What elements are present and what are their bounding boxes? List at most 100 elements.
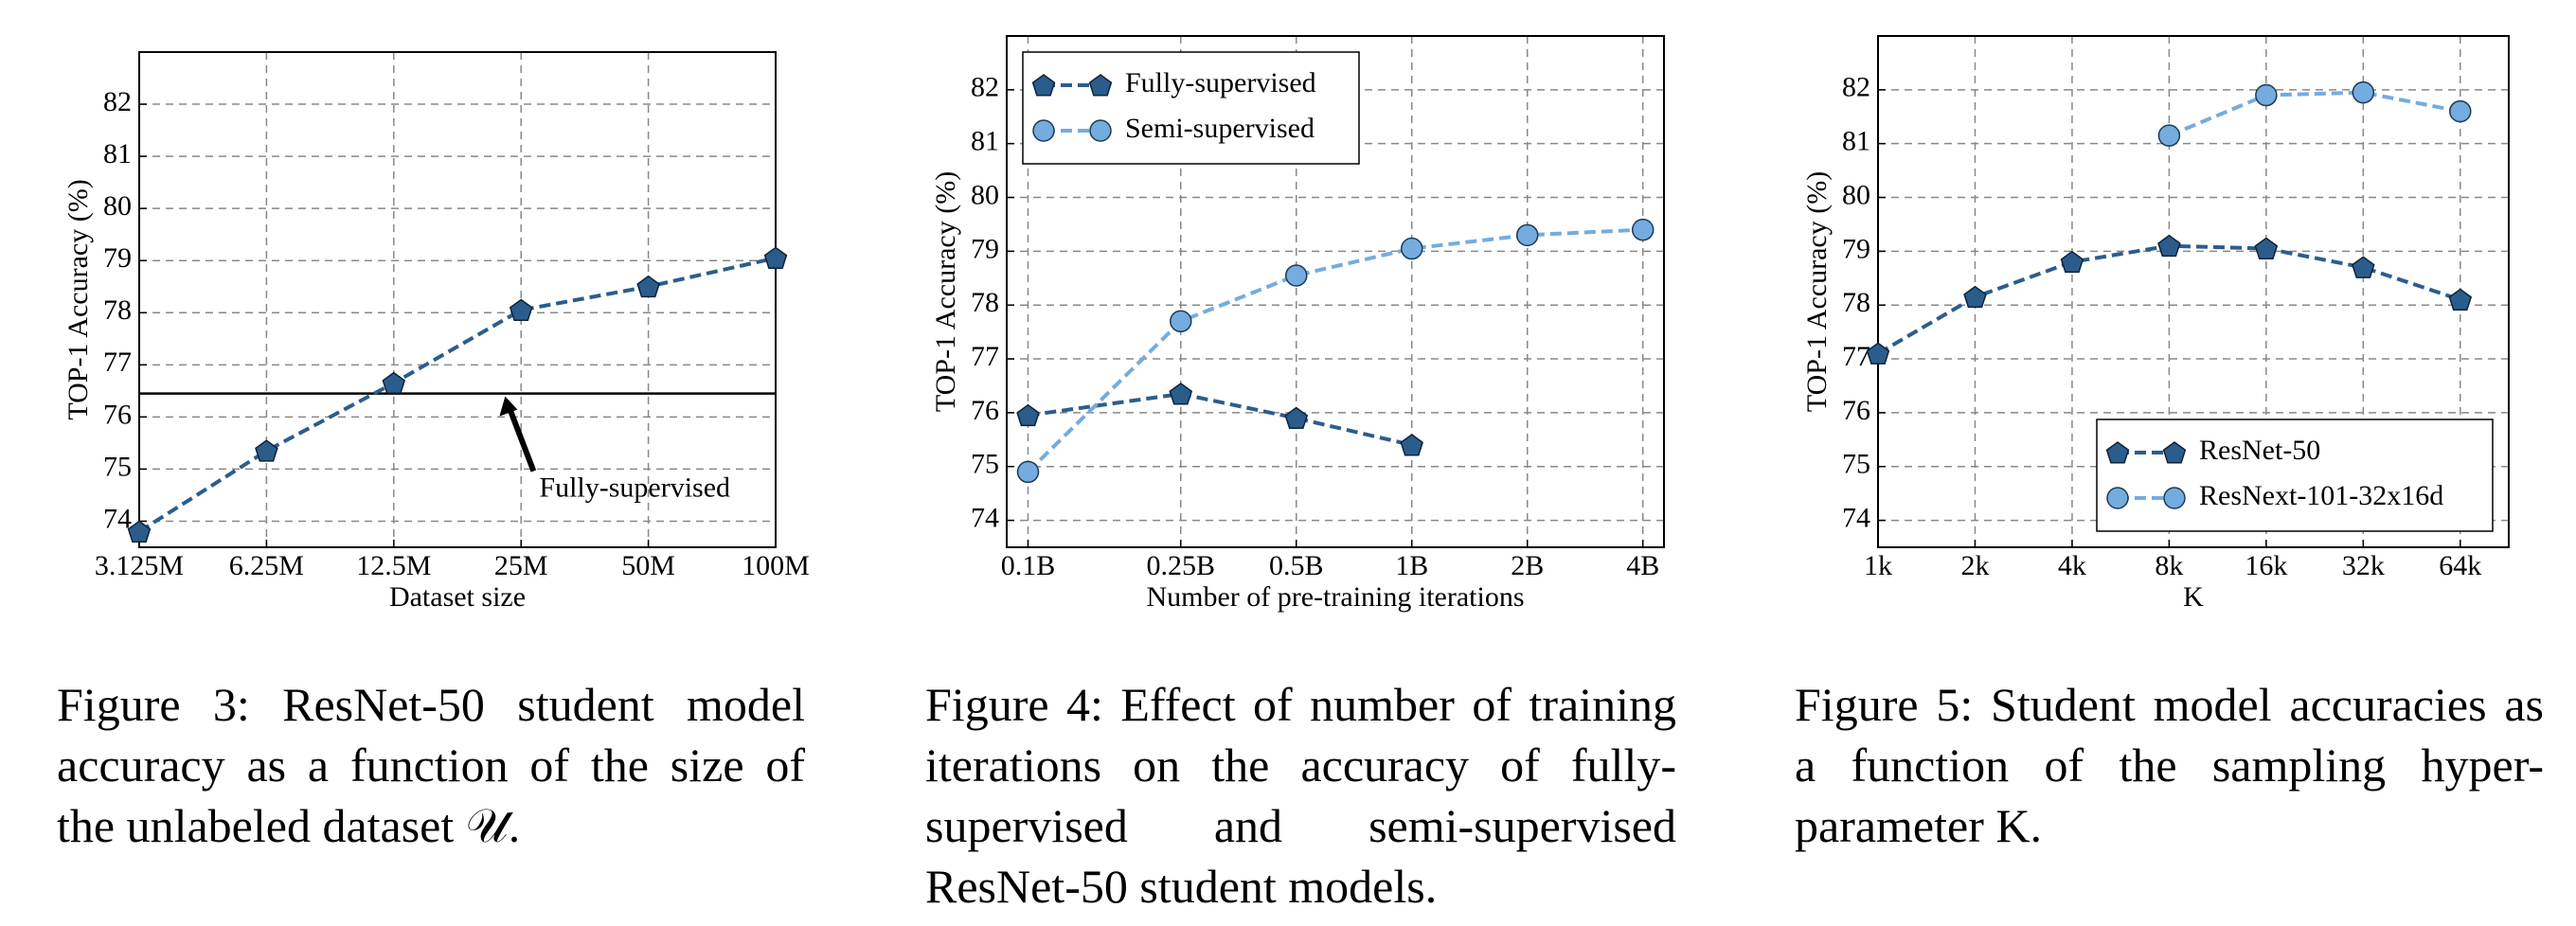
x-tick-label: 64k [2439,550,2481,581]
y-tick-label: 76 [103,399,132,430]
y-tick-label: 74 [971,502,999,533]
marker [763,246,788,269]
series-line [1028,391,1413,447]
marker [1170,310,1192,333]
figures: 74 75 76 77 78 79 80 81 82 3.125M 6.25M 12.5M 25M 50M… [63,35,2510,613]
y-tick-label: 78 [971,287,999,318]
series-line [2168,90,2461,138]
marker [1400,237,1423,260]
y-tick-label: 81 [971,126,999,157]
x-tick-label: 4B [1626,550,1659,581]
marker [2255,83,2278,107]
x-tick-label: 8k [2155,550,2183,581]
x-tick-label: 4k [2058,550,2086,581]
y-tick-label: 80 [971,179,999,210]
y-tick-label: 75 [103,451,132,482]
marker [2157,234,2181,258]
x-tick-label: 1B [1395,550,1428,581]
legend-marker [2106,487,2129,509]
legend-marker [1031,74,1056,97]
x-tick-label: 2k [1960,550,1989,581]
caption: Figure 4: Effect of number of training i… [925,678,1676,913]
y-tick-label: 75 [1842,449,1870,480]
x-tick-label: 12.5M [356,550,431,581]
x-axis-label: K [2183,581,2204,613]
marker [1631,218,1655,241]
annotation-arrowhead [499,396,518,417]
marker [1016,403,1040,427]
y-tick-label: 78 [1842,287,1870,318]
legend-marker [1088,74,1113,97]
x-axis-label: Dataset size [389,581,526,613]
marker [382,371,406,395]
annotation: Fully-supervised [539,472,730,503]
legend-marker [2105,441,2130,464]
y-tick-label: 81 [103,138,132,169]
x-axis-label: Number of pre-training iterations [1146,581,1524,613]
x-tick-label: 2B [1511,550,1544,581]
plot-frame [1006,35,1665,548]
legend-marker [1032,119,1055,142]
x-tick-label: 6.25M [229,550,304,581]
x-tick-label: 0.1B [1001,550,1056,581]
annotation-arrow [506,405,537,472]
marker [1515,223,1539,247]
marker [1016,460,1040,484]
marker [636,275,660,298]
y-tick-label: 81 [1842,126,1870,157]
legend-marker [2163,487,2186,509]
marker [2352,80,2375,104]
y-tick-label: 74 [103,503,132,534]
x-tick-label: 16k [2245,550,2287,581]
x-tick-label: 100M [742,550,810,581]
legend-label: ResNet-50 [2199,435,2320,466]
y-tick-label: 79 [103,242,132,274]
y-tick-label: 77 [971,341,999,372]
y-tick-label: 82 [103,86,132,117]
y-tick-label: 77 [1842,341,1870,372]
marker [1284,264,1308,287]
marker [2448,288,2473,311]
x-tick-label: 0.25B [1147,550,1216,581]
x-tick-label: 32k [2342,550,2385,581]
marker [1866,342,1890,365]
x-tick-label: 25M [494,550,548,581]
marker [2157,124,2181,147]
y-axis-label: TOP-1 Accuracy (%) [930,171,961,412]
marker [509,298,533,321]
legend-label: Semi-supervised [1125,113,1315,144]
y-tick-label: 79 [1842,233,1870,264]
marker [2060,250,2084,274]
legend-box [1022,51,1360,165]
x-tick-label: 1k [1864,550,1892,581]
x-tick-label: 0.5B [1269,550,1324,581]
legend-label: Fully-supervised [1125,67,1316,98]
y-axis-label: TOP-1 Accuracy (%) [1801,171,1833,412]
marker [1284,406,1309,430]
y-tick-label: 74 [1842,502,1870,533]
y-axis-label: TOP-1 Accuracy (%) [63,179,94,419]
y-tick-label: 76 [971,395,999,426]
marker [1169,383,1193,405]
y-tick-label: 75 [971,449,999,480]
y-tick-label: 79 [971,233,999,264]
y-tick-label: 82 [1842,72,1870,103]
marker [1400,434,1423,456]
marker [2352,256,2375,278]
y-tick-label: 80 [103,190,132,222]
plot-frame [138,51,777,548]
marker [127,520,152,543]
legend-marker [1089,119,1112,142]
y-tick-label: 78 [103,294,132,326]
x-tick-label: 50M [621,550,675,581]
series-line [1027,227,1643,473]
y-tick-label: 80 [1842,179,1870,210]
y-tick-label: 82 [971,72,999,103]
y-tick-label: 77 [103,347,132,378]
x-tick-label: 3.125M [95,550,184,581]
caption: Figure 5: Student model accuracies as a … [1795,678,2544,852]
marker [2254,237,2279,259]
marker [255,439,278,462]
legend-marker [2162,441,2187,464]
